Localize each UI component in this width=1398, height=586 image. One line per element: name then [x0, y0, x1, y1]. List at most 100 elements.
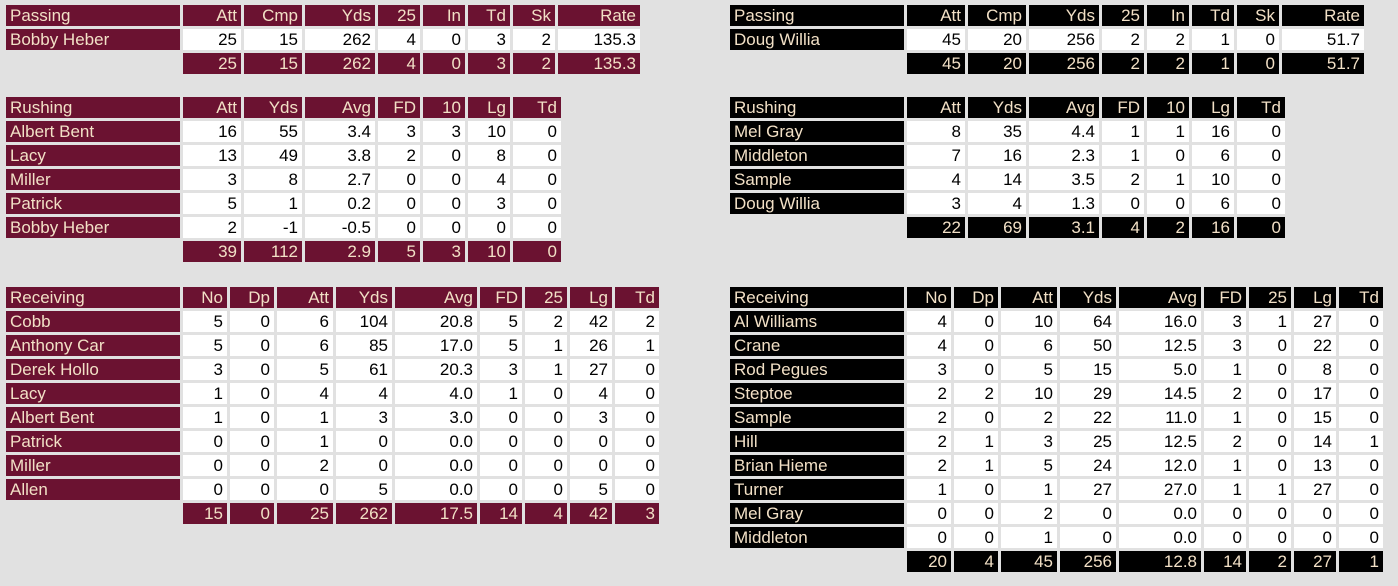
stat-cell: 0 — [423, 29, 465, 50]
player-name: Lacy — [6, 383, 180, 404]
total-row: 15 0 25 262 17.5 14 4 42 3 — [6, 503, 659, 524]
stat-cell: 4 — [907, 335, 951, 356]
stat-cell: 1 — [277, 407, 333, 428]
player-row: Mel Gray 8 35 4.4 1 1 16 0 — [730, 121, 1285, 142]
player-name: Bobby Heber — [6, 217, 180, 238]
column-header: Dp — [954, 287, 998, 308]
total-cell: 1 — [1339, 551, 1383, 572]
stat-cell: 20 — [968, 29, 1026, 50]
stat-cell: 45 — [907, 29, 965, 50]
column-header: Cmp — [244, 5, 302, 26]
stat-cell: 2 — [1204, 383, 1246, 404]
player-name: Middleton — [730, 527, 904, 548]
stat-cell: 3.0 — [395, 407, 477, 428]
total-cell: 0 — [513, 241, 561, 262]
stat-cell: 8 — [468, 145, 510, 166]
player-name: Cobb — [6, 311, 180, 332]
player-name: Sample — [730, 407, 904, 428]
total-cell: 10 — [468, 241, 510, 262]
total-cell: 3 — [468, 53, 510, 74]
stat-cell: 27 — [1294, 311, 1336, 332]
stat-cell: 0 — [1147, 145, 1189, 166]
stat-cell: 3 — [907, 359, 951, 380]
stat-cell: 1 — [480, 383, 522, 404]
stat-cell: 0 — [1237, 169, 1285, 190]
column-header: Lg — [1192, 97, 1234, 118]
column-header: Td — [1339, 287, 1383, 308]
stat-cell: 0 — [513, 145, 561, 166]
stat-cell: 0 — [1060, 503, 1116, 524]
column-header: Td — [615, 287, 659, 308]
stat-cell: 17 — [1294, 383, 1336, 404]
column-header: Att — [277, 287, 333, 308]
total-cell: 20 — [968, 53, 1026, 74]
stat-cell: 0 — [230, 359, 274, 380]
stat-cell: 0 — [525, 431, 567, 452]
stat-cell: 4 — [378, 29, 420, 50]
stat-cell: 27.0 — [1119, 479, 1201, 500]
stat-cell: 4 — [336, 383, 392, 404]
stat-cell: 5 — [183, 311, 227, 332]
stat-cell: 3 — [336, 407, 392, 428]
stat-cell: 3.8 — [305, 145, 375, 166]
stat-cell: 12.0 — [1119, 455, 1201, 476]
stat-cell: 0 — [907, 503, 951, 524]
total-cell: 112 — [244, 241, 302, 262]
total-cell: 14 — [1204, 551, 1246, 572]
column-header: No — [183, 287, 227, 308]
stat-cell: 0 — [615, 383, 659, 404]
stat-cell: 3 — [423, 121, 465, 142]
stat-cell: 16.0 — [1119, 311, 1201, 332]
stat-cell: 0 — [230, 455, 274, 476]
stat-cell: 0 — [954, 407, 998, 428]
stat-cell: 0 — [1237, 29, 1279, 50]
player-name: Lacy — [6, 145, 180, 166]
total-cell: 4 — [525, 503, 567, 524]
column-header: Yds — [305, 5, 375, 26]
column-header: Td — [468, 5, 510, 26]
stat-cell: 3 — [1204, 311, 1246, 332]
stat-cell: -0.5 — [305, 217, 375, 238]
stat-cell: 0 — [480, 455, 522, 476]
stat-cell: 1 — [1001, 479, 1057, 500]
player-row: Crane 4 0 6 50 12.5 3 0 22 0 — [730, 335, 1383, 356]
stat-cell: 0 — [513, 193, 561, 214]
stat-cell: -1 — [244, 217, 302, 238]
stat-cell: 0 — [1294, 503, 1336, 524]
stat-cell: 8 — [244, 169, 302, 190]
stat-cell: 1 — [525, 359, 567, 380]
stat-cell: 24 — [1060, 455, 1116, 476]
stat-cell: 1 — [277, 431, 333, 452]
stat-cell: 0 — [230, 407, 274, 428]
column-header: Sk — [513, 5, 555, 26]
player-row: Al Williams 4 0 10 64 16.0 3 1 27 0 — [730, 311, 1383, 332]
stat-cell: 0 — [1249, 335, 1291, 356]
stat-cell: 2 — [277, 455, 333, 476]
stat-cell: 2 — [907, 383, 951, 404]
stat-cell: 26 — [570, 335, 612, 356]
stat-cell: 2 — [1102, 169, 1144, 190]
column-header: Att — [907, 97, 965, 118]
stat-cell: 2.3 — [1029, 145, 1099, 166]
stat-cell: 256 — [1029, 29, 1099, 50]
column-header: 25 — [1102, 5, 1144, 26]
stat-cell: 0 — [1249, 503, 1291, 524]
stat-cell: 0 — [954, 479, 998, 500]
column-header: In — [423, 5, 465, 26]
player-row: Sample 4 14 3.5 2 1 10 0 — [730, 169, 1285, 190]
stat-cell: 0 — [230, 479, 274, 500]
stat-cell: 0 — [336, 455, 392, 476]
player-row: Miller 3 8 2.7 0 0 4 0 — [6, 169, 561, 190]
column-header: Yds — [1060, 287, 1116, 308]
total-row: 20 4 45 256 12.8 14 2 27 1 — [730, 551, 1383, 572]
stat-cell: 16 — [1192, 121, 1234, 142]
total-row: 25 15 262 4 0 3 2 135.3 — [6, 53, 640, 74]
stat-cell: 0 — [954, 311, 998, 332]
total-row: 45 20 256 2 2 1 0 51.7 — [730, 53, 1364, 74]
player-name: Patrick — [6, 193, 180, 214]
total-cell: 262 — [305, 53, 375, 74]
header-row: Passing Att Cmp Yds 25 In Td Sk Rate — [6, 5, 640, 26]
stat-cell: 25 — [183, 29, 241, 50]
column-header: In — [1147, 5, 1189, 26]
stat-cell: 10 — [468, 121, 510, 142]
